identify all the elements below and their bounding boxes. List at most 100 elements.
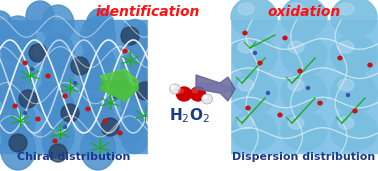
Ellipse shape: [36, 82, 64, 116]
Ellipse shape: [64, 126, 67, 128]
Ellipse shape: [298, 69, 302, 73]
Ellipse shape: [81, 128, 116, 170]
Ellipse shape: [1, 114, 29, 148]
Ellipse shape: [177, 87, 192, 101]
Ellipse shape: [23, 111, 26, 115]
Ellipse shape: [278, 113, 282, 117]
Ellipse shape: [31, 68, 34, 70]
Ellipse shape: [347, 94, 350, 96]
Ellipse shape: [0, 11, 12, 41]
Ellipse shape: [231, 35, 277, 75]
Ellipse shape: [338, 3, 354, 15]
Ellipse shape: [42, 117, 74, 155]
Ellipse shape: [238, 79, 254, 91]
Ellipse shape: [42, 33, 74, 71]
Bar: [0, 20, 148, 153]
Ellipse shape: [36, 117, 40, 121]
Polygon shape: [196, 83, 235, 93]
Ellipse shape: [0, 72, 36, 114]
Ellipse shape: [133, 79, 137, 83]
Polygon shape: [100, 69, 138, 101]
Ellipse shape: [121, 52, 149, 88]
Bar: [230, 20, 378, 153]
Ellipse shape: [49, 144, 67, 162]
Ellipse shape: [201, 94, 212, 104]
Ellipse shape: [318, 101, 322, 105]
Ellipse shape: [331, 111, 377, 151]
Ellipse shape: [231, 0, 277, 37]
Ellipse shape: [42, 5, 74, 43]
Ellipse shape: [121, 86, 149, 121]
Ellipse shape: [288, 41, 304, 53]
Ellipse shape: [281, 35, 327, 75]
Ellipse shape: [331, 35, 377, 75]
Ellipse shape: [13, 104, 17, 108]
Ellipse shape: [281, 111, 327, 151]
Ellipse shape: [246, 106, 250, 110]
Ellipse shape: [283, 36, 287, 40]
Ellipse shape: [238, 3, 254, 15]
Ellipse shape: [101, 118, 119, 136]
Ellipse shape: [0, 21, 31, 61]
Ellipse shape: [258, 61, 262, 65]
Ellipse shape: [243, 31, 247, 35]
Ellipse shape: [191, 87, 206, 101]
Ellipse shape: [238, 117, 254, 129]
Ellipse shape: [338, 117, 354, 129]
Ellipse shape: [42, 61, 74, 99]
Ellipse shape: [53, 139, 57, 143]
Ellipse shape: [0, 128, 36, 170]
Ellipse shape: [29, 44, 47, 62]
Ellipse shape: [136, 82, 154, 100]
Ellipse shape: [231, 111, 277, 151]
Ellipse shape: [254, 51, 257, 55]
Ellipse shape: [338, 41, 354, 53]
Ellipse shape: [0, 67, 25, 105]
Ellipse shape: [266, 91, 270, 95]
Ellipse shape: [121, 19, 149, 55]
Ellipse shape: [281, 73, 327, 113]
Ellipse shape: [231, 73, 277, 113]
Ellipse shape: [81, 72, 116, 114]
Ellipse shape: [331, 0, 377, 37]
Ellipse shape: [353, 109, 357, 113]
Ellipse shape: [113, 95, 116, 98]
Ellipse shape: [23, 61, 27, 65]
Ellipse shape: [75, 94, 105, 132]
Ellipse shape: [79, 51, 111, 91]
Ellipse shape: [41, 38, 69, 74]
Ellipse shape: [81, 44, 116, 86]
Ellipse shape: [118, 131, 122, 135]
Ellipse shape: [288, 79, 304, 91]
Ellipse shape: [73, 82, 76, 84]
Ellipse shape: [125, 26, 150, 56]
Text: oxidation: oxidation: [267, 5, 341, 19]
Ellipse shape: [121, 119, 149, 154]
Ellipse shape: [172, 86, 175, 89]
Ellipse shape: [86, 9, 114, 43]
Ellipse shape: [46, 74, 50, 78]
Ellipse shape: [0, 16, 36, 58]
Polygon shape: [100, 81, 138, 101]
Ellipse shape: [288, 117, 304, 129]
Ellipse shape: [26, 1, 54, 31]
Ellipse shape: [338, 56, 342, 60]
Ellipse shape: [178, 89, 183, 93]
Ellipse shape: [368, 63, 372, 67]
Ellipse shape: [307, 87, 310, 89]
Text: Chiral distribution: Chiral distribution: [17, 152, 131, 162]
Ellipse shape: [338, 79, 354, 91]
Ellipse shape: [169, 84, 181, 94]
Ellipse shape: [0, 44, 36, 86]
Ellipse shape: [123, 49, 127, 53]
Ellipse shape: [109, 72, 127, 90]
Ellipse shape: [9, 134, 27, 152]
Ellipse shape: [121, 27, 139, 45]
Ellipse shape: [61, 104, 79, 122]
Ellipse shape: [71, 57, 89, 75]
Ellipse shape: [103, 119, 107, 123]
Ellipse shape: [81, 16, 116, 58]
Ellipse shape: [203, 95, 206, 98]
Ellipse shape: [116, 109, 144, 143]
Bar: [148, 20, 230, 153]
